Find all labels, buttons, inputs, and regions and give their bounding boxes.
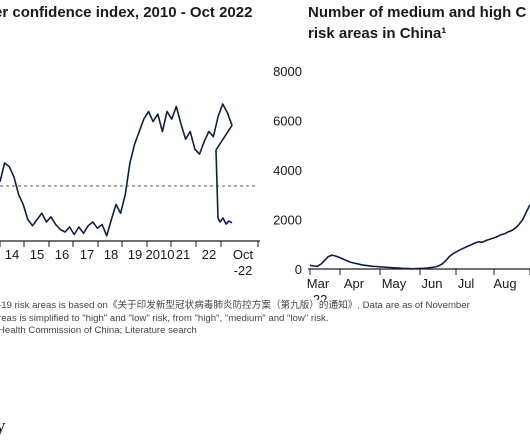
right-chart-title: Number of medium and high C risk areas i… xyxy=(308,2,526,44)
left-x-tick-label: 17 xyxy=(80,247,94,262)
right-chart-title-line1: Number of medium and high C xyxy=(308,4,527,21)
footnotes: -19 risk areas is based on《关于印发新型冠状病毒肺炎防… xyxy=(0,300,470,338)
right-y-tick-label: 2000 xyxy=(273,213,302,228)
right-chart: 0 2000 4000 6000 8000 Mar-22 Apr May Jun Jul Aug xyxy=(273,64,530,300)
left-x-tick-label-oct: Oct xyxy=(233,247,254,262)
right-y-tick-label: 4000 xyxy=(273,163,302,178)
right-y-tick-label: 6000 xyxy=(273,114,302,129)
brand-mark: y xyxy=(0,416,6,437)
right-x-tick-label: Aug xyxy=(493,276,516,291)
footnote-line-2: reas is simplified to "high" and "low" r… xyxy=(0,312,329,324)
left-x-tick-label: 16 xyxy=(55,247,69,262)
left-x-tick-label: 2010 xyxy=(146,247,175,262)
right-y-tick-label: 8000 xyxy=(273,64,302,79)
left-chart: 14 15 16 17 18 19 2010 21 22 Oct-22 xyxy=(0,103,260,278)
footnote-line-1: -19 risk areas is based on《关于印发新型冠状病毒肺炎防… xyxy=(0,300,470,311)
right-x-tick-label: May xyxy=(382,276,407,291)
left-x-tick-label-oct-year: -22 xyxy=(234,263,253,278)
right-x-tick-label: Apr xyxy=(344,276,365,291)
left-x-tick-label: 21 xyxy=(176,247,190,262)
left-x-tick-label: 15 xyxy=(30,247,44,262)
left-x-tick-label: 19 xyxy=(128,247,142,262)
right-x-tick-label: Jul xyxy=(458,276,475,291)
right-x-tick-label: Jun xyxy=(422,276,443,291)
left-x-tick-label: 14 xyxy=(5,247,19,262)
left-series-line xyxy=(0,103,233,237)
right-x-tick-label: Mar xyxy=(307,276,330,291)
left-chart-title: er confidence index, 2010 - Oct 2022 xyxy=(0,4,253,21)
right-y-tick-label: 0 xyxy=(295,262,302,277)
left-x-tick-label: 22 xyxy=(202,247,216,262)
right-chart-title-line2: risk areas in China¹ xyxy=(308,25,447,42)
source-line: Health Commission of China; Literature s… xyxy=(0,325,197,336)
right-x-tick-label: -22 xyxy=(309,292,328,300)
right-series-line xyxy=(309,204,530,270)
charts-canvas: 14 15 16 17 18 19 2010 21 22 Oct-22 0200040006000… xyxy=(0,64,530,300)
left-x-tick-label: 18 xyxy=(104,247,118,262)
